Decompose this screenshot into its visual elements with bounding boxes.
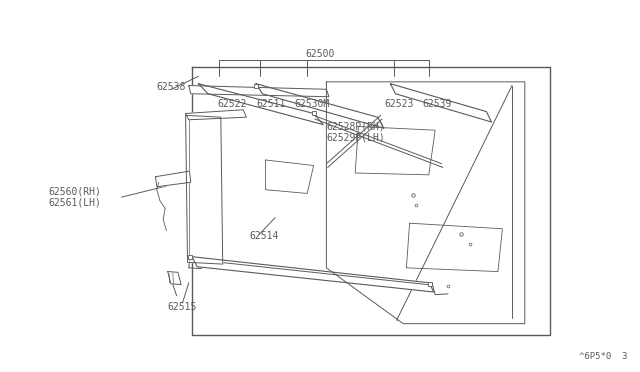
Polygon shape bbox=[186, 110, 246, 120]
Text: 62561(LH): 62561(LH) bbox=[48, 198, 101, 208]
Text: 62539: 62539 bbox=[422, 99, 452, 109]
Text: 62523: 62523 bbox=[384, 99, 413, 109]
Text: 62530M: 62530M bbox=[294, 99, 330, 109]
Text: 62538: 62538 bbox=[157, 83, 186, 92]
Text: 62500: 62500 bbox=[305, 49, 335, 59]
Text: 62528P(RH): 62528P(RH) bbox=[326, 122, 385, 131]
Polygon shape bbox=[326, 82, 525, 324]
Text: 62514: 62514 bbox=[250, 231, 279, 241]
Polygon shape bbox=[189, 86, 329, 97]
Polygon shape bbox=[256, 84, 384, 128]
Text: 62511: 62511 bbox=[256, 99, 285, 109]
Polygon shape bbox=[156, 171, 191, 187]
Text: 62515: 62515 bbox=[168, 302, 197, 312]
Polygon shape bbox=[192, 257, 434, 292]
Polygon shape bbox=[198, 84, 323, 125]
Text: 62560(RH): 62560(RH) bbox=[48, 187, 101, 196]
Polygon shape bbox=[168, 272, 181, 285]
Text: ^6P5*0  3: ^6P5*0 3 bbox=[579, 352, 627, 361]
Text: 62522: 62522 bbox=[218, 99, 247, 109]
Polygon shape bbox=[186, 115, 223, 264]
Text: 62529P(LH): 62529P(LH) bbox=[326, 133, 385, 142]
Polygon shape bbox=[390, 84, 492, 122]
